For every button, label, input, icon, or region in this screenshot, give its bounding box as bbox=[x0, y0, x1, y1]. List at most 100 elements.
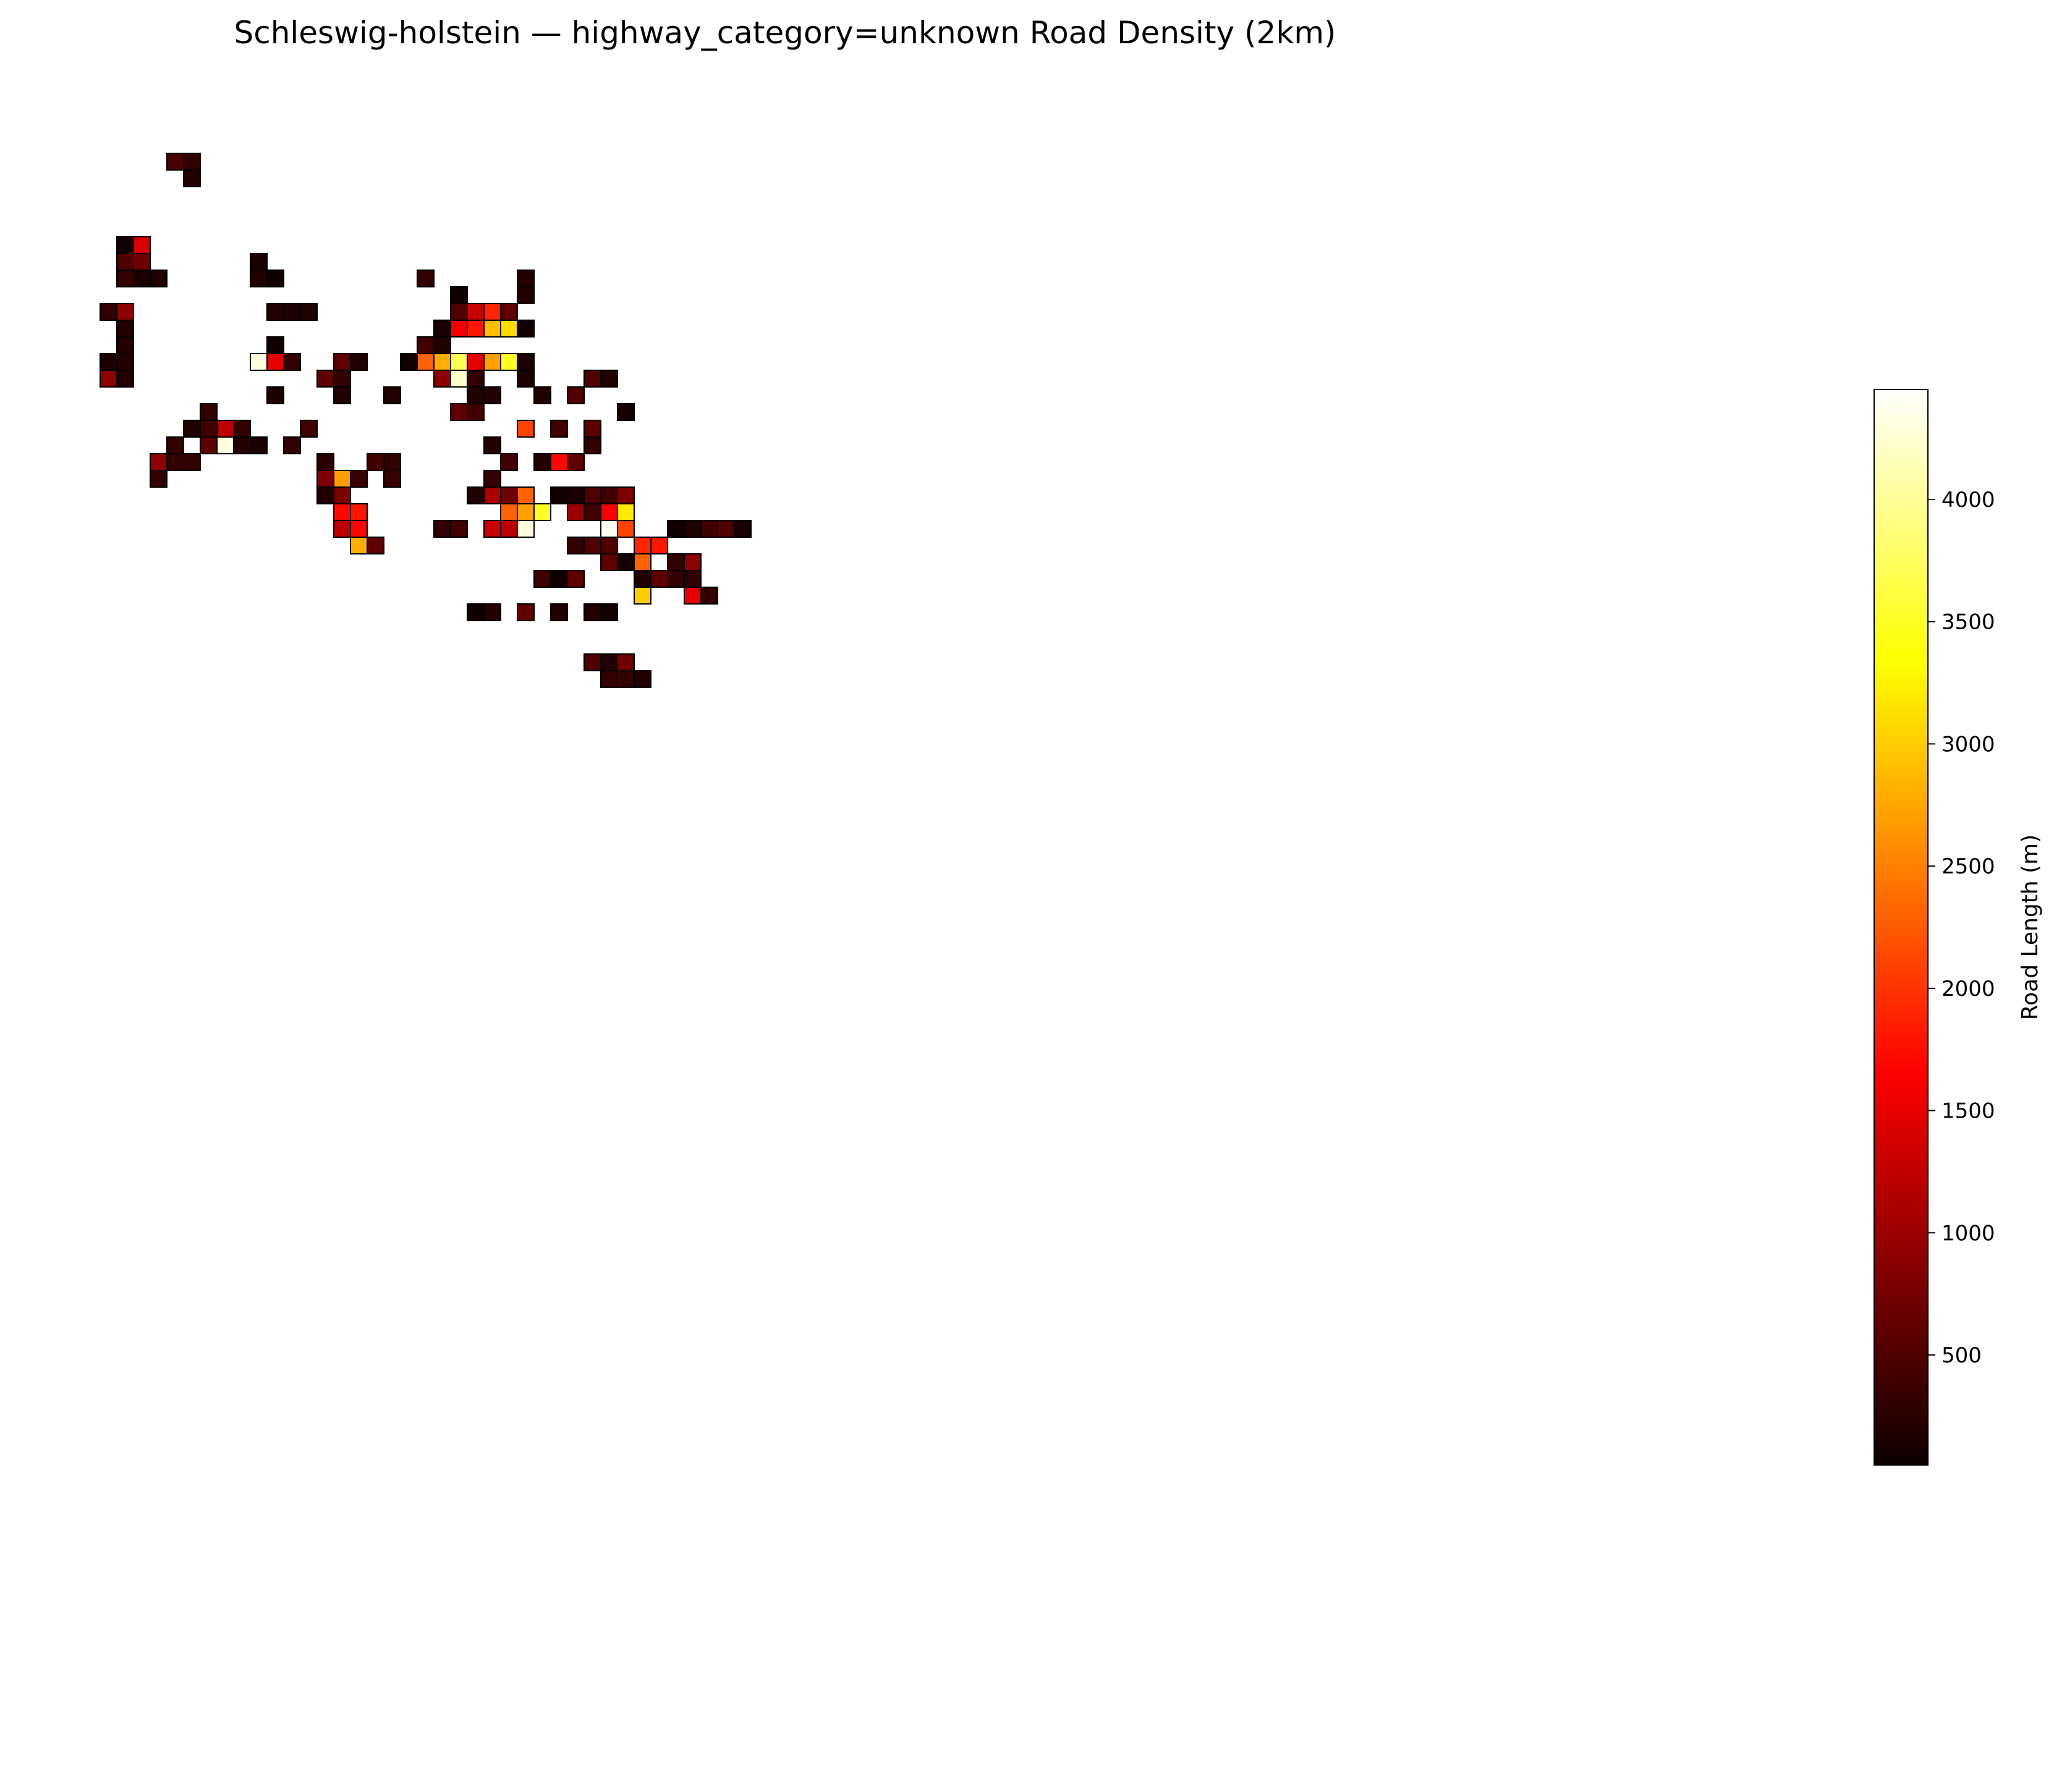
density-cell bbox=[333, 486, 351, 504]
density-cell bbox=[150, 470, 168, 488]
colorbar-tick-label: 2000 bbox=[1942, 977, 1995, 1001]
density-cell bbox=[350, 353, 368, 371]
density-cells bbox=[100, 153, 752, 688]
density-cell bbox=[584, 420, 601, 438]
colorbar-tick-label: 3500 bbox=[1942, 610, 1995, 635]
density-cell bbox=[483, 353, 501, 371]
density-cell bbox=[266, 303, 284, 321]
density-cell bbox=[316, 470, 334, 488]
density-cell bbox=[600, 503, 618, 521]
colorbar-tick-label: 2500 bbox=[1942, 854, 1995, 879]
density-cell bbox=[450, 403, 468, 421]
density-cell bbox=[100, 303, 117, 321]
density-cell bbox=[550, 420, 568, 438]
density-cell bbox=[667, 520, 685, 538]
density-cell bbox=[684, 570, 702, 588]
density-cell bbox=[166, 453, 184, 471]
density-cell bbox=[584, 537, 601, 554]
density-cell bbox=[617, 553, 635, 571]
density-cell bbox=[116, 270, 134, 287]
density-cell bbox=[133, 236, 151, 254]
density-cell bbox=[634, 587, 651, 605]
density-cell bbox=[584, 603, 601, 621]
density-cell bbox=[483, 303, 501, 321]
density-cell bbox=[266, 270, 284, 287]
density-cell bbox=[150, 453, 168, 471]
density-cell bbox=[166, 153, 184, 171]
density-cell bbox=[617, 403, 635, 421]
density-cell bbox=[116, 370, 134, 388]
density-cell bbox=[333, 353, 351, 371]
density-cell bbox=[467, 320, 485, 338]
density-cell bbox=[500, 486, 518, 504]
density-cell bbox=[266, 353, 284, 371]
density-cell bbox=[734, 520, 752, 538]
density-cell bbox=[600, 520, 618, 538]
density-cell bbox=[383, 386, 401, 404]
density-cell bbox=[316, 453, 334, 471]
density-cell bbox=[283, 436, 301, 454]
density-cell bbox=[100, 370, 117, 388]
density-cell bbox=[483, 386, 501, 404]
density-cell bbox=[634, 553, 651, 571]
density-cell bbox=[417, 270, 435, 287]
density-cell bbox=[517, 286, 535, 304]
density-cell bbox=[367, 537, 384, 554]
density-cell bbox=[350, 537, 368, 554]
density-cell bbox=[183, 420, 201, 438]
density-cell bbox=[367, 453, 384, 471]
density-cell bbox=[550, 486, 568, 504]
density-cell bbox=[333, 470, 351, 488]
density-cell bbox=[250, 270, 268, 287]
density-cell bbox=[450, 303, 468, 321]
density-cell bbox=[483, 603, 501, 621]
density-cell bbox=[200, 403, 218, 421]
density-cell bbox=[483, 470, 501, 488]
colorbar-tick-label: 1000 bbox=[1942, 1221, 1995, 1246]
density-cell bbox=[467, 353, 485, 371]
density-cell bbox=[433, 353, 451, 371]
colorbar-gradient bbox=[1874, 389, 1929, 1466]
density-cell bbox=[116, 253, 134, 271]
density-cell bbox=[300, 303, 318, 321]
density-cell bbox=[300, 420, 318, 438]
colorbar-tick-label: 3000 bbox=[1942, 732, 1995, 757]
density-cell bbox=[166, 436, 184, 454]
density-cell bbox=[316, 370, 334, 388]
density-cell bbox=[483, 320, 501, 338]
density-cell bbox=[617, 520, 635, 538]
density-cell bbox=[233, 420, 251, 438]
chart-title: Schleswig-holstein — highway_category=un… bbox=[234, 15, 1336, 51]
density-cell bbox=[617, 503, 635, 521]
density-cell bbox=[200, 436, 218, 454]
density-cell bbox=[350, 503, 368, 521]
density-cell bbox=[533, 386, 551, 404]
density-cell bbox=[567, 486, 585, 504]
density-cell bbox=[517, 320, 535, 338]
density-cell bbox=[584, 503, 601, 521]
density-cell bbox=[584, 370, 601, 388]
density-cell bbox=[483, 486, 501, 504]
density-cell bbox=[216, 436, 234, 454]
density-cell bbox=[617, 486, 635, 504]
density-cell bbox=[634, 670, 651, 688]
density-cell bbox=[684, 553, 702, 571]
density-cell bbox=[517, 370, 535, 388]
density-cell bbox=[250, 353, 268, 371]
density-cell bbox=[200, 420, 218, 438]
density-cell bbox=[567, 453, 585, 471]
density-cell bbox=[216, 420, 234, 438]
density-cell bbox=[600, 537, 618, 554]
density-cell bbox=[533, 453, 551, 471]
density-cell bbox=[383, 470, 401, 488]
density-cell bbox=[584, 436, 601, 454]
density-cell bbox=[567, 570, 585, 588]
density-cell bbox=[550, 603, 568, 621]
density-cell bbox=[116, 353, 134, 371]
density-cell bbox=[116, 236, 134, 254]
density-cell bbox=[600, 653, 618, 671]
density-cell bbox=[233, 436, 251, 454]
density-cell bbox=[116, 336, 134, 354]
colorbar-tick-label: 500 bbox=[1942, 1343, 1982, 1368]
density-cell bbox=[684, 587, 702, 605]
